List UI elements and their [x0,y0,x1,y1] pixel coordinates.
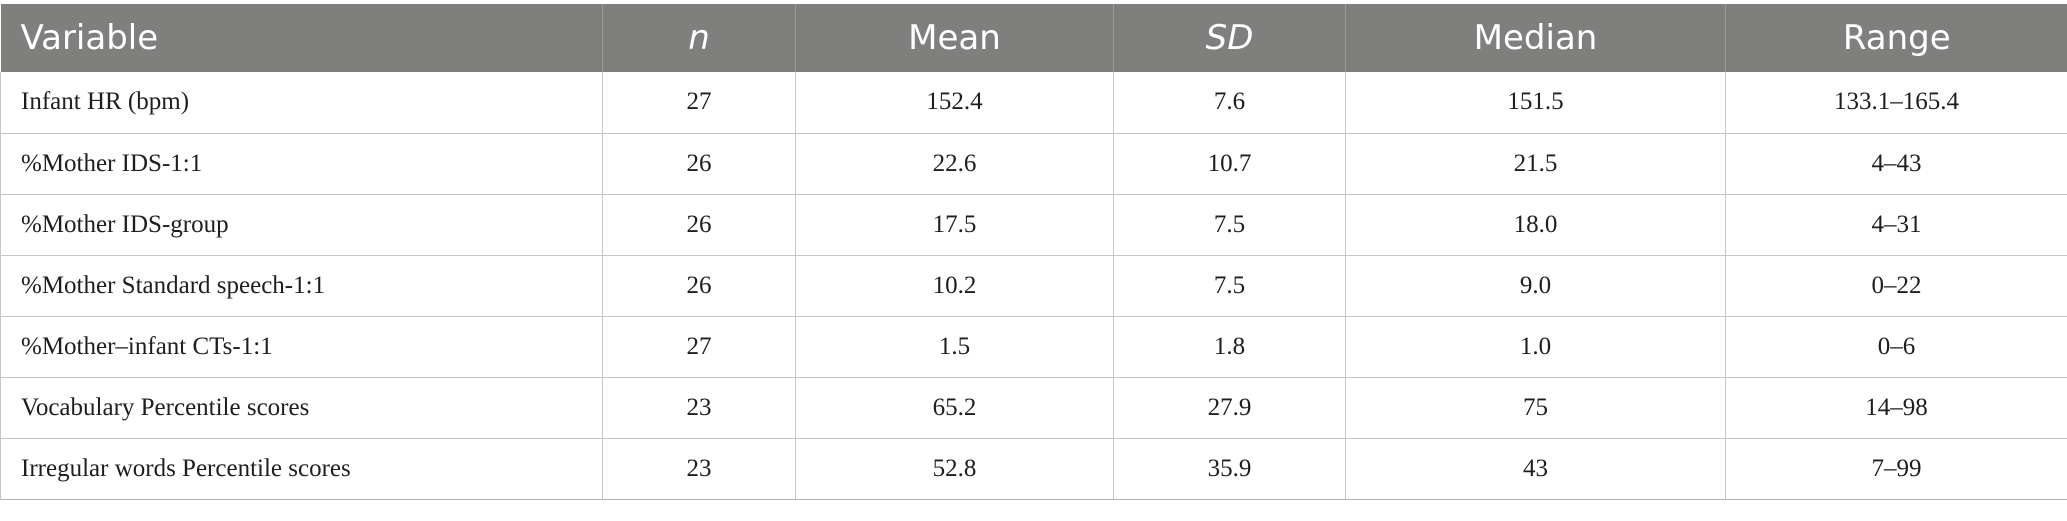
table-row: %Mother Standard speech-1:1 26 10.2 7.5 … [0,255,2067,317]
cell-sd: 1.8 [1113,316,1346,378]
cell-variable: %Mother–infant CTs-1:1 [0,316,603,378]
cell-range: 0–6 [1725,316,2067,378]
cell-median: 151.5 [1345,72,1726,134]
cell-n: 26 [602,194,796,256]
descriptive-statistics-table: Variable n Mean SD Median Range Infant H… [0,4,2067,500]
table-row: Irregular words Percentile scores 23 52.… [0,438,2067,500]
column-header-sd: SD [1113,4,1346,72]
column-header-n: n [602,4,796,72]
cell-sd: 7.5 [1113,255,1346,317]
cell-mean: 1.5 [795,316,1114,378]
cell-variable: %Mother Standard speech-1:1 [0,255,603,317]
cell-range: 14–98 [1725,377,2067,439]
table-row: Infant HR (bpm) 27 152.4 7.6 151.5 133.1… [0,72,2067,134]
cell-sd: 10.7 [1113,133,1346,195]
cell-variable: Irregular words Percentile scores [0,438,603,500]
cell-mean: 52.8 [795,438,1114,500]
cell-median: 75 [1345,377,1726,439]
cell-mean: 152.4 [795,72,1114,134]
column-header-mean: Mean [795,4,1114,72]
cell-sd: 7.6 [1113,72,1346,134]
cell-mean: 65.2 [795,377,1114,439]
cell-mean: 22.6 [795,133,1114,195]
column-header-range: Range [1725,4,2067,72]
table-body: Infant HR (bpm) 27 152.4 7.6 151.5 133.1… [0,72,2067,500]
table-header: Variable n Mean SD Median Range [0,4,2067,72]
cell-n: 26 [602,255,796,317]
table-row: %Mother–infant CTs-1:1 27 1.5 1.8 1.0 0–… [0,316,2067,378]
table-row: Vocabulary Percentile scores 23 65.2 27.… [0,377,2067,439]
cell-range: 4–43 [1725,133,2067,195]
table-row: %Mother IDS-group 26 17.5 7.5 18.0 4–31 [0,194,2067,256]
cell-mean: 17.5 [795,194,1114,256]
cell-n: 27 [602,72,796,134]
cell-n: 23 [602,377,796,439]
cell-sd: 35.9 [1113,438,1346,500]
cell-n: 23 [602,438,796,500]
cell-median: 43 [1345,438,1726,500]
cell-median: 1.0 [1345,316,1726,378]
cell-n: 27 [602,316,796,378]
cell-range: 7–99 [1725,438,2067,500]
header-row: Variable n Mean SD Median Range [0,4,2067,72]
cell-median: 9.0 [1345,255,1726,317]
descriptive-statistics-table-container: Variable n Mean SD Median Range Infant H… [0,4,2067,500]
cell-variable: Vocabulary Percentile scores [0,377,603,439]
cell-sd: 27.9 [1113,377,1346,439]
cell-mean: 10.2 [795,255,1114,317]
cell-range: 4–31 [1725,194,2067,256]
cell-range: 0–22 [1725,255,2067,317]
cell-variable: Infant HR (bpm) [0,72,603,134]
cell-range: 133.1–165.4 [1725,72,2067,134]
column-header-median: Median [1345,4,1726,72]
cell-variable: %Mother IDS-1:1 [0,133,603,195]
column-header-variable: Variable [0,4,603,72]
cell-median: 21.5 [1345,133,1726,195]
cell-median: 18.0 [1345,194,1726,256]
cell-sd: 7.5 [1113,194,1346,256]
cell-n: 26 [602,133,796,195]
cell-variable: %Mother IDS-group [0,194,603,256]
table-row: %Mother IDS-1:1 26 22.6 10.7 21.5 4–43 [0,133,2067,195]
